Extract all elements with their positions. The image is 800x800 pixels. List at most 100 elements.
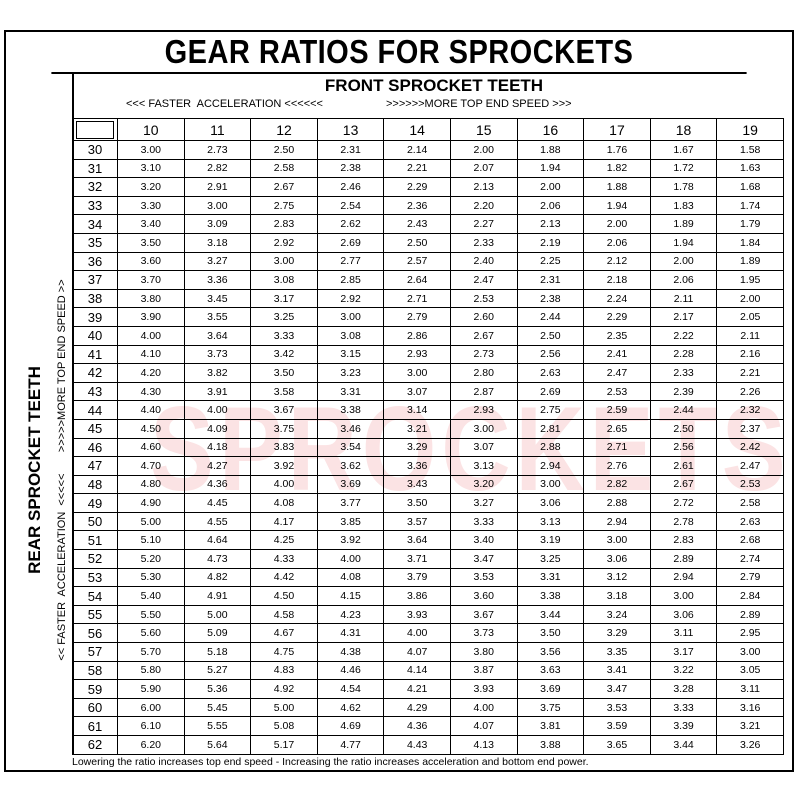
ratio-cell: 1.58 (716, 140, 784, 160)
ratio-cell: 3.13 (449, 456, 518, 476)
ratio-cell: 4.58 (250, 604, 318, 625)
ratio-cell: 3.07 (449, 437, 518, 458)
ratio-cell: 5.60 (117, 623, 185, 644)
ratio-cell: 2.60 (449, 307, 518, 327)
ratio-cell: 5.64 (183, 735, 252, 755)
ratio-cell: 4.64 (183, 530, 252, 551)
ratio-cell: 3.14 (383, 400, 451, 420)
ratio-cell: 2.85 (316, 270, 385, 290)
front-teeth-header: 11 (183, 118, 252, 141)
ratio-cell: 3.91 (183, 381, 252, 402)
ratio-cell: 2.06 (583, 232, 651, 253)
ratio-cell: 2.13 (516, 214, 585, 234)
ratio-cell: 3.44 (516, 604, 585, 625)
table-row: 39 3.90 3.55 3.25 3.00 2.79 2.60 2.44 2.29 2.17 2.… (72, 307, 784, 327)
front-sprocket-header: FRONT SPROCKET TEETH <<< FASTER ACCELERA… (72, 74, 794, 118)
front-teeth-header: 17 (583, 118, 651, 141)
ratio-cell: 2.76 (583, 456, 651, 476)
table-row: 30 3.00 2.73 2.50 2.31 2.14 2.00 1.88 1.76 1.67 1.… (72, 140, 784, 160)
rear-teeth-label: 38 (72, 288, 118, 309)
ratio-cell: 2.65 (583, 418, 651, 439)
ratio-cell: 2.50 (649, 418, 718, 439)
ratio-cell: 1.94 (583, 195, 651, 216)
ratio-cell: 2.69 (516, 381, 585, 402)
ratio-cell: 3.26 (716, 735, 784, 755)
ratio-cell: 2.13 (449, 177, 518, 197)
rear-teeth-label: 59 (72, 679, 118, 699)
ratio-cell: 1.89 (716, 251, 784, 272)
rear-sprocket-hint: << FASTER ACCELERATION <<<<< >>>>>MORE T… (56, 279, 68, 661)
ratio-cell: 2.67 (250, 177, 318, 197)
footer-note: Lowering the ratio increases top end spe… (72, 756, 589, 768)
ratio-cell: 2.19 (516, 232, 585, 253)
ratio-cell: 2.00 (649, 251, 718, 272)
ratio-cell: 2.53 (449, 288, 518, 309)
ratio-cell: 4.17 (250, 511, 318, 532)
ratio-cell: 3.80 (449, 642, 518, 662)
ratio-cell: 1.72 (649, 158, 718, 179)
chart-frame (4, 30, 794, 772)
ratio-cell: 5.10 (117, 530, 185, 551)
rear-teeth-label: 44 (72, 400, 118, 420)
rear-teeth-label: 55 (72, 604, 118, 625)
ratio-cell: 3.82 (183, 363, 252, 383)
ratio-cell: 2.46 (316, 177, 385, 197)
ratio-cell: 2.94 (516, 456, 585, 476)
ratio-cell: 2.92 (316, 288, 385, 309)
ratio-cell: 4.20 (117, 363, 185, 383)
ratio-cell: 1.74 (716, 195, 784, 216)
ratio-cell: 4.73 (183, 549, 252, 569)
ratio-cell: 2.44 (649, 400, 718, 420)
ratio-cell: 3.06 (649, 604, 718, 625)
table-row: 31 3.10 2.82 2.58 2.38 2.21 2.07 1.94 1.82 1.72 1.… (72, 158, 784, 179)
ratio-cell: 2.33 (449, 232, 518, 253)
table-row: 40 4.00 3.64 3.33 3.08 2.86 2.67 2.50 2.35 2.22 2.… (72, 325, 784, 346)
ratio-cell: 5.08 (250, 716, 318, 736)
ratio-cell: 2.54 (316, 195, 385, 216)
ratio-cell: 3.27 (449, 493, 518, 513)
ratio-cell: 2.79 (716, 567, 784, 588)
ratio-cell: 2.20 (449, 195, 518, 216)
ratio-cell: 3.27 (183, 251, 252, 272)
ratio-cell: 2.05 (716, 307, 784, 327)
front-top-speed-hint: >>>>>>MORE TOP END SPEED >>> (386, 98, 572, 110)
ratio-cell: 4.14 (383, 660, 451, 681)
ratio-cell: 2.63 (716, 511, 784, 532)
ratio-cell: 5.27 (183, 660, 252, 681)
ratio-cell: 3.75 (250, 418, 318, 439)
ratio-cell: 3.10 (117, 158, 185, 179)
ratio-cell: 2.71 (583, 437, 651, 458)
ratio-cell: 5.30 (117, 567, 185, 588)
ratio-cell: 2.06 (649, 270, 718, 290)
ratio-cell: 2.72 (649, 493, 718, 513)
rear-teeth-label: 32 (72, 177, 118, 197)
ratio-cell: 3.19 (516, 530, 585, 551)
ratio-cell: 2.32 (716, 400, 784, 420)
ratio-cell: 4.67 (250, 623, 318, 644)
ratio-cell: 4.08 (316, 567, 385, 588)
ratio-cell: 3.09 (183, 214, 252, 234)
rear-teeth-label: 43 (72, 381, 118, 402)
ratio-cell: 2.43 (383, 214, 451, 234)
ratio-cell: 3.00 (117, 140, 185, 160)
ratio-cell: 4.29 (383, 697, 451, 718)
ratio-cell: 3.40 (449, 530, 518, 551)
ratio-cell: 3.20 (117, 177, 185, 197)
ratio-cell: 3.71 (383, 549, 451, 569)
ratio-cell: 2.67 (649, 474, 718, 495)
rear-sprocket-title: REAR SPROCKET TEETH (25, 366, 44, 574)
ratio-cell: 3.65 (583, 735, 651, 755)
ratio-cell: 1.94 (516, 158, 585, 179)
ratio-cell: 2.31 (516, 270, 585, 290)
front-teeth-header: 18 (649, 118, 718, 141)
ratio-cell: 2.78 (649, 511, 718, 532)
ratio-cell: 3.22 (649, 660, 718, 681)
ratio-cell: 3.69 (316, 474, 385, 495)
ratio-cell: 3.62 (316, 456, 385, 476)
ratio-cell: 2.75 (516, 400, 585, 420)
ratio-cell: 2.91 (183, 177, 252, 197)
ratio-cell: 2.75 (250, 195, 318, 216)
table-row: 49 4.90 4.45 4.08 3.77 3.50 3.27 3.06 2.88 2.72 2.… (72, 493, 784, 513)
ratio-cell: 2.62 (316, 214, 385, 234)
rear-teeth-label: 30 (72, 140, 118, 160)
